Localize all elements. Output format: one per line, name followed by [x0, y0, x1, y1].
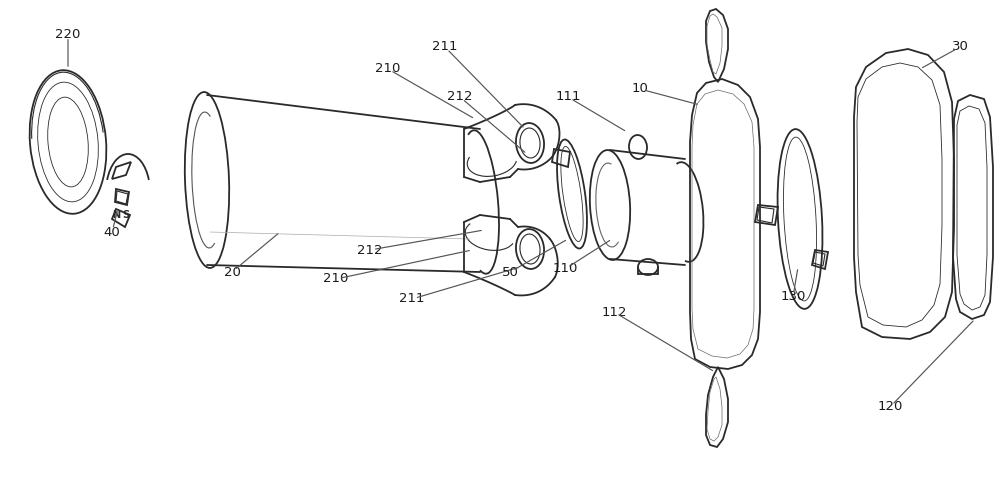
Text: 30: 30	[952, 40, 968, 54]
Text: 211: 211	[399, 293, 425, 305]
Text: 211: 211	[432, 40, 458, 54]
Text: 110: 110	[552, 262, 578, 276]
Text: 212: 212	[447, 91, 473, 104]
Text: 50: 50	[502, 265, 518, 279]
Text: N: N	[112, 210, 120, 220]
Text: 112: 112	[601, 305, 627, 318]
Text: 10: 10	[632, 82, 648, 95]
Text: 20: 20	[224, 265, 240, 279]
Text: S: S	[122, 210, 130, 220]
Text: 210: 210	[375, 62, 401, 75]
Text: 212: 212	[357, 244, 383, 257]
Text: 111: 111	[555, 91, 581, 104]
Text: 40: 40	[104, 225, 120, 239]
Text: 210: 210	[323, 273, 349, 285]
Text: 130: 130	[780, 291, 806, 303]
Text: 220: 220	[55, 27, 81, 40]
Text: 120: 120	[877, 400, 903, 413]
